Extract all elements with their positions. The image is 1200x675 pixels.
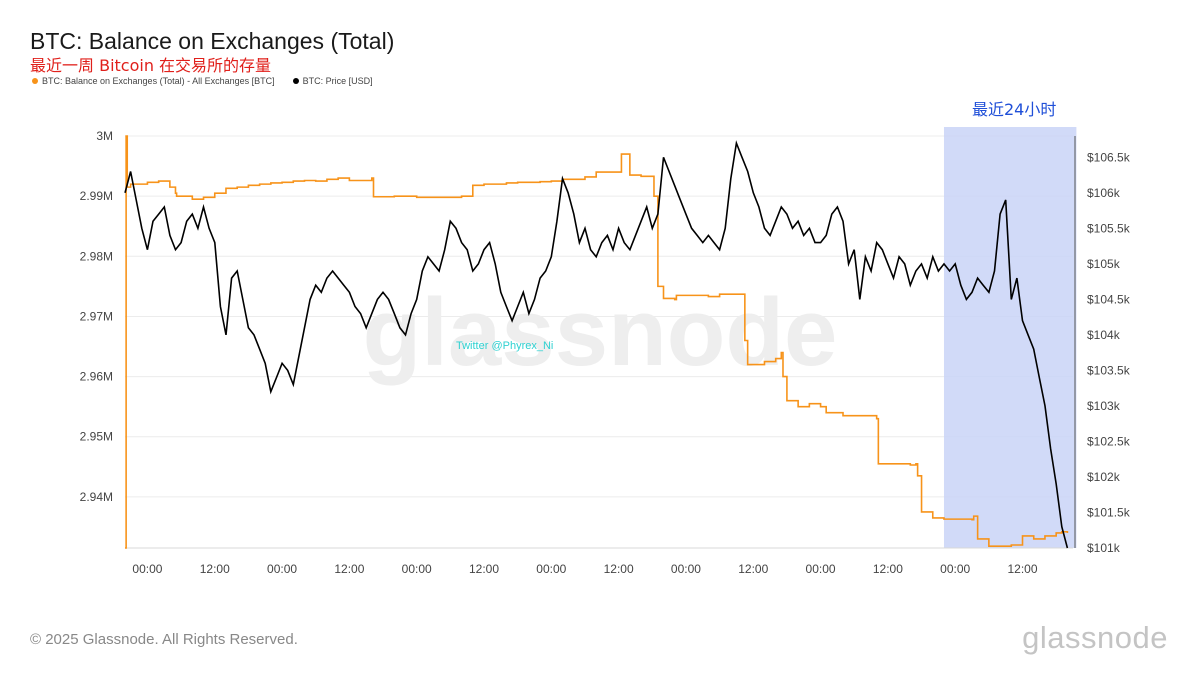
glassnode-logo[interactable]: glassnode bbox=[1022, 620, 1168, 655]
y-right-tick-label: $103k bbox=[1087, 399, 1121, 413]
y-right-tick-label: $101.5k bbox=[1087, 505, 1131, 519]
tick-labels: 2.94M 2.95M 2.96M 2.97M 2.98M 2.99M 3M $101k $10… bbox=[80, 129, 1131, 576]
x-tick-label: 00:00 bbox=[940, 562, 970, 576]
y-left-tick-label: 2.98M bbox=[80, 249, 113, 263]
x-tick-label: 00:00 bbox=[536, 562, 566, 576]
x-tick-label: 00:00 bbox=[402, 562, 432, 576]
legend-label-balance: BTC: Balance on Exchanges (Total) - All … bbox=[42, 76, 275, 86]
x-tick-label: 12:00 bbox=[200, 562, 230, 576]
price-series-line bbox=[124, 140, 1069, 549]
x-tick-label: 00:00 bbox=[671, 562, 701, 576]
x-tick-label: 12:00 bbox=[604, 562, 634, 576]
x-tick-label: 12:00 bbox=[873, 562, 903, 576]
legend: BTC: Balance on Exchanges (Total) - All … bbox=[32, 76, 373, 86]
legend-dot-balance bbox=[32, 78, 38, 84]
legend-label-price: BTC: Price [USD] bbox=[302, 76, 373, 86]
x-tick-label: 00:00 bbox=[132, 562, 162, 576]
y-right-tick-label: $103.5k bbox=[1087, 363, 1131, 377]
highlight-region bbox=[943, 127, 1077, 548]
y-left-tick-label: 2.95M bbox=[80, 430, 113, 444]
y-left-tick-label: 2.97M bbox=[80, 309, 113, 323]
x-tick-label: 12:00 bbox=[1007, 562, 1037, 576]
grid-lines bbox=[125, 135, 1073, 498]
glassnode-watermark: glassnode bbox=[363, 279, 838, 386]
copyright: © 2025 Glassnode. All Rights Reserved. bbox=[30, 631, 298, 648]
x-tick-label: 00:00 bbox=[806, 562, 836, 576]
y-left-tick-label: 3M bbox=[96, 129, 113, 143]
y-left-tick-label: 2.94M bbox=[80, 490, 113, 504]
x-tick-label: 12:00 bbox=[334, 562, 364, 576]
y-right-tick-label: $105k bbox=[1087, 257, 1121, 271]
y-right-tick-label: $101k bbox=[1087, 541, 1121, 555]
y-right-tick-label: $104k bbox=[1087, 328, 1121, 342]
x-tick-label: 12:00 bbox=[469, 562, 499, 576]
balance-series-line bbox=[125, 135, 1069, 549]
legend-dot-price bbox=[292, 78, 299, 84]
y-right-tick-label: $106.5k bbox=[1087, 150, 1131, 164]
y-right-tick-label: $106k bbox=[1087, 186, 1121, 200]
twitter-tag: Twitter @Phyrex_Ni bbox=[456, 340, 554, 352]
axes bbox=[125, 136, 1076, 549]
y-right-tick-label: $102.5k bbox=[1087, 434, 1131, 448]
chart-title: BTC: Balance on Exchanges (Total) bbox=[30, 28, 395, 54]
legend-item-price[interactable]: BTC: Price [USD] bbox=[292, 76, 373, 86]
y-right-tick-label: $104.5k bbox=[1087, 292, 1131, 306]
chart-subtitle: 最近一周 Bitcoin 在交易所的存量 bbox=[30, 56, 272, 75]
y-right-tick-label: $102k bbox=[1087, 470, 1121, 484]
y-right-tick-label: $105.5k bbox=[1087, 221, 1131, 235]
legend-item-balance[interactable]: BTC: Balance on Exchanges (Total) - All … bbox=[32, 76, 275, 86]
y-left-tick-label: 2.99M bbox=[80, 189, 113, 203]
y-left-tick-label: 2.96M bbox=[80, 370, 113, 384]
last-24h-annotation: 最近24小时 bbox=[972, 100, 1057, 119]
x-tick-label: 00:00 bbox=[267, 562, 297, 576]
x-tick-label: 12:00 bbox=[738, 562, 768, 576]
